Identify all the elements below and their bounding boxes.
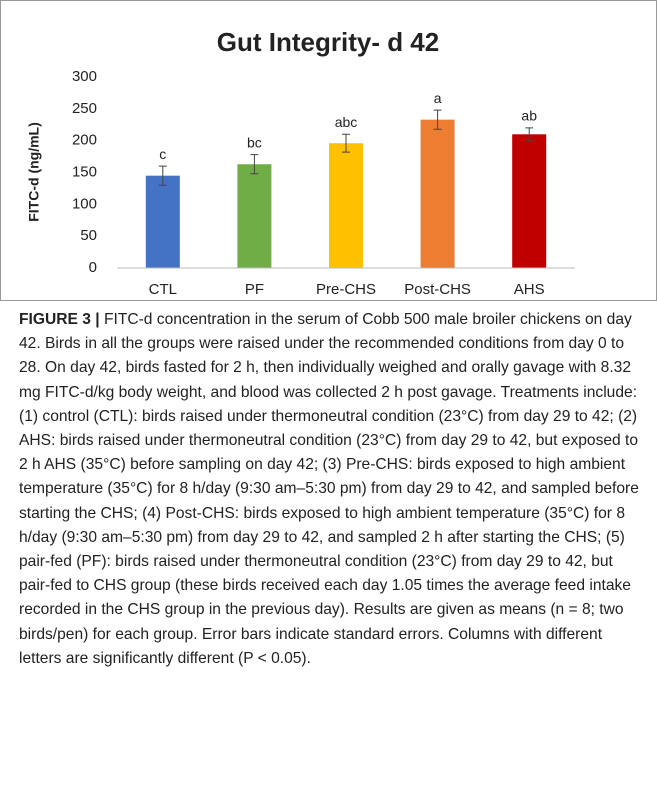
caption-text: FITC-d concentration in the serum of Cob…: [19, 311, 639, 667]
significance-letter: c: [159, 146, 166, 162]
x-tick-label: AHS: [514, 281, 545, 298]
y-tick-label: 300: [72, 68, 97, 85]
bar: [237, 164, 272, 268]
bar: [329, 143, 363, 268]
y-tick-label: 250: [72, 100, 97, 117]
error-bar: [158, 165, 167, 186]
y-tick-label: 200: [72, 132, 97, 149]
x-tick-label: PF: [245, 281, 264, 298]
chart-title: Gut Integrity- d 42: [217, 27, 439, 57]
bar: [145, 175, 180, 268]
error-bar: [433, 109, 442, 130]
y-tick-label: 0: [89, 259, 97, 276]
significance-letter: a: [434, 90, 442, 106]
chart: Gut Integrity- d 42 FITC-d (ng/mL) 0 50 10…: [0, 0, 657, 301]
bar: [420, 119, 455, 268]
x-tick-label: CTL: [149, 281, 177, 298]
x-tick-label: Pre-CHS: [316, 281, 376, 298]
y-tick-label: 150: [72, 163, 97, 180]
error-bar: [525, 127, 534, 142]
caption: FIGURE 3 | FITC-d concentration in the s…: [19, 308, 641, 671]
y-axis-label: FITC-d (ng/mL): [26, 122, 42, 222]
y-tick-label: 100: [72, 195, 97, 212]
error-bar: [342, 133, 350, 153]
significance-letter: ab: [521, 108, 537, 124]
y-tick-label: 50: [80, 227, 97, 244]
caption-label: FIGURE 3 |: [19, 311, 100, 328]
bar: [512, 134, 547, 268]
error-bar: [250, 154, 259, 175]
significance-letter: bc: [247, 134, 262, 150]
x-tick-label: Post-CHS: [404, 281, 471, 298]
significance-letter: abc: [335, 114, 358, 130]
